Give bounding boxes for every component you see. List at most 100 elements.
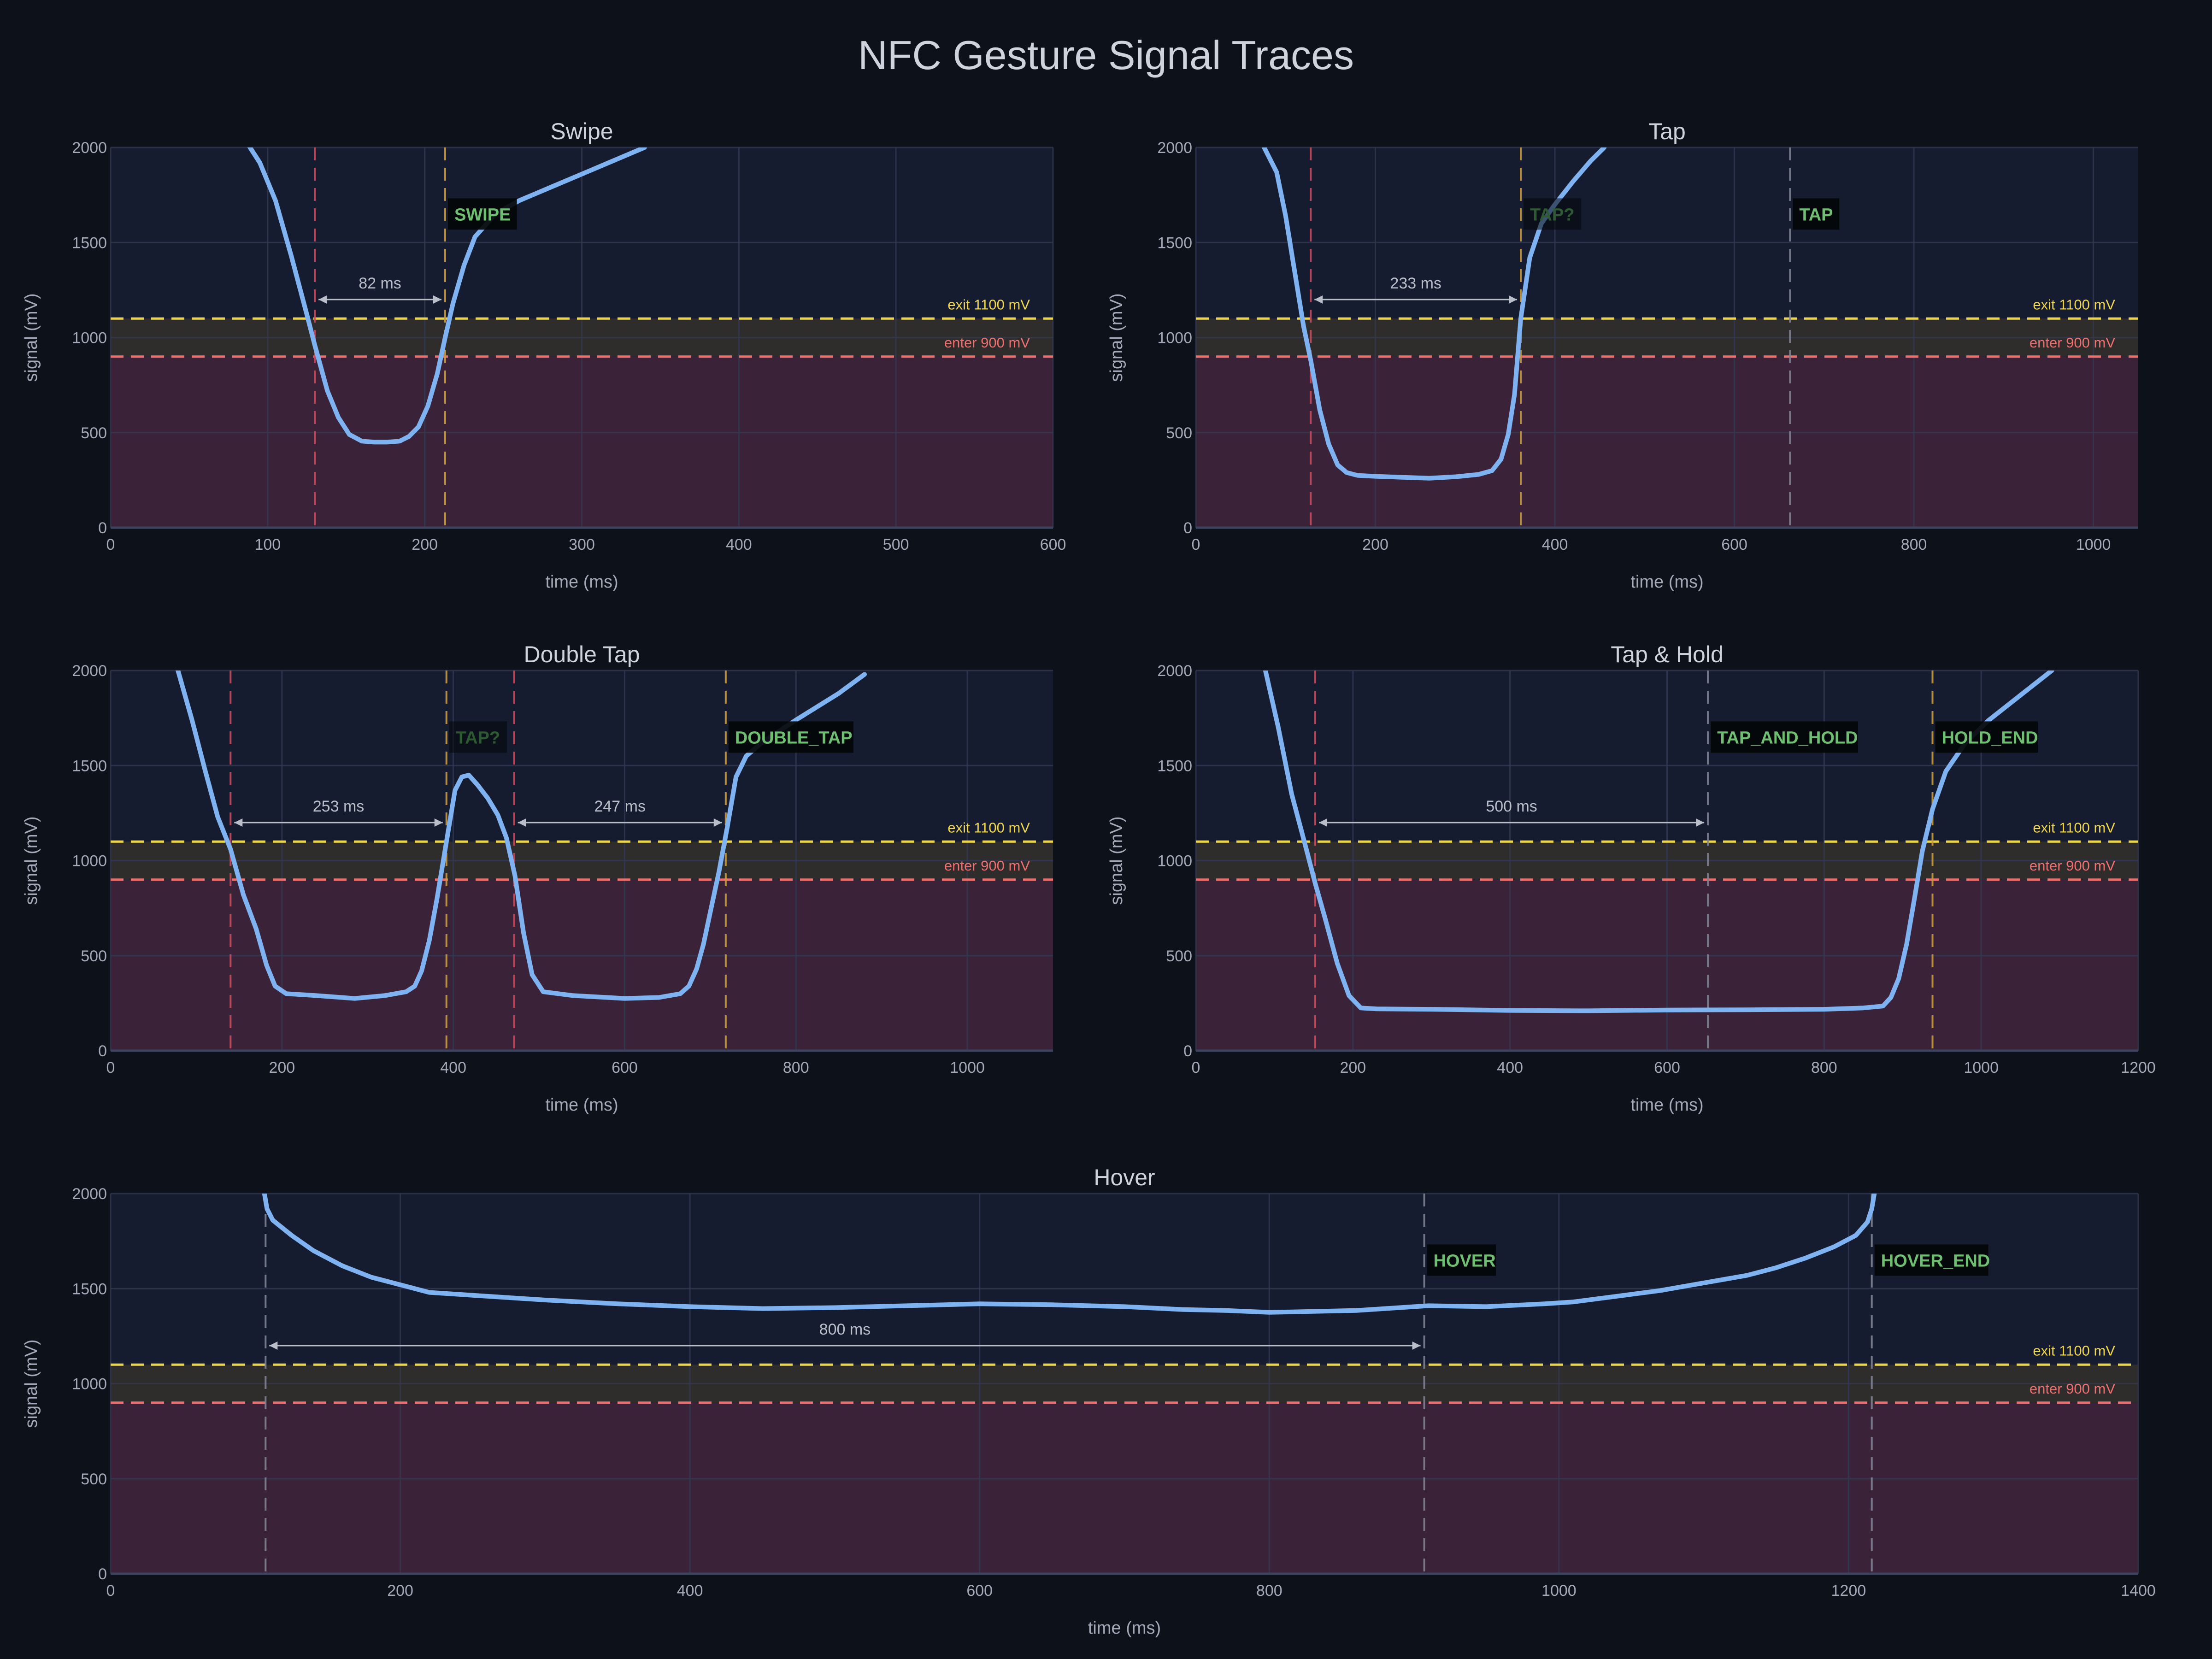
enter-threshold-label: enter 900 mV [2030, 1381, 2115, 1397]
y-tick-label: 0 [98, 1565, 107, 1583]
exit-threshold-label: exit 1100 mV [947, 819, 1030, 835]
below-enter-band [1196, 356, 2138, 528]
event-label: TAP_AND_HOLD [1717, 728, 1858, 747]
chart-panel-3: 0 200 400 600 800 1000 0 500 1000 1500 2000 time (m… [22, 641, 1053, 1115]
y-tick-label: 2000 [72, 662, 107, 680]
x-tick-label: 400 [677, 1582, 703, 1600]
x-tick-label: 200 [387, 1582, 413, 1600]
x-axis-label: time (ms) [545, 1095, 618, 1115]
x-tick-label: 0 [1192, 1059, 1200, 1077]
chart-title: Swipe [550, 118, 613, 144]
event-label-box [447, 198, 517, 230]
x-tick-label: 600 [612, 1059, 638, 1077]
below-enter-band [111, 1402, 2138, 1574]
x-tick-label: 600 [1040, 536, 1066, 553]
x-tick-label: 100 [254, 536, 281, 553]
signal-trace [262, 1194, 1877, 1315]
event-label-box [1711, 721, 1858, 753]
signal-trace [1263, 671, 2054, 1013]
x-axis-label: time (ms) [1630, 572, 1703, 592]
x-tick-label: 0 [106, 1059, 115, 1077]
y-tick-label: 500 [1166, 424, 1192, 442]
x-tick-label: 400 [440, 1059, 466, 1077]
y-axis-label: signal (mV) [22, 293, 41, 382]
exit-threshold-label: exit 1100 mV [2033, 1342, 2115, 1359]
chart-title: Double Tap [524, 641, 640, 667]
x-tick-label: 1200 [1831, 1582, 1866, 1600]
x-tick-label: 600 [1721, 536, 1747, 553]
y-tick-label: 1000 [72, 853, 107, 870]
y-tick-label: 500 [1166, 947, 1192, 965]
duration-label: 82 ms [359, 275, 401, 292]
duration-arrowhead [234, 818, 243, 827]
x-tick-label: 1000 [2076, 536, 2111, 553]
chart-panel-4: 0 200 400 600 800 1000 1200 0 500 1000 1500 2000 tim… [1107, 641, 2156, 1115]
chart-panel-2: 0 200 400 600 800 1000 0 500 1000 1500 2000 time (m… [1107, 118, 2138, 592]
event-label-box [1524, 198, 1582, 230]
x-tick-label: 800 [1901, 536, 1927, 553]
event-label-box [728, 721, 854, 753]
x-axis-label: time (ms) [1630, 1095, 1703, 1115]
x-tick-label: 1000 [950, 1059, 985, 1077]
y-tick-label: 0 [1183, 1042, 1192, 1060]
duration-arrowhead [1412, 1341, 1421, 1350]
event-label: TAP [1799, 205, 1833, 224]
event-label: DOUBLE_TAP [735, 728, 853, 747]
y-tick-label: 2000 [72, 1185, 107, 1203]
event-label: TAP? [1530, 205, 1574, 224]
duration-arrowhead [1696, 818, 1705, 827]
y-axis-label: signal (mV) [22, 816, 41, 905]
duration-arrowhead [713, 818, 722, 827]
x-tick-label: 1000 [1964, 1059, 1999, 1077]
x-axis-label: time (ms) [545, 572, 618, 592]
event-label-box [449, 721, 507, 753]
event-label-box [1793, 198, 1840, 230]
y-tick-label: 0 [1183, 519, 1192, 537]
x-tick-label: 1200 [2121, 1059, 2156, 1077]
y-tick-label: 1500 [1157, 234, 1192, 252]
y-tick-label: 1000 [72, 1376, 107, 1393]
x-tick-label: 800 [1256, 1582, 1282, 1600]
duration-arrowhead [433, 295, 441, 304]
y-tick-label: 0 [98, 1042, 107, 1060]
event-label: SWIPE [454, 205, 511, 224]
x-tick-label: 0 [106, 536, 115, 553]
enter-threshold-label: enter 900 mV [2030, 335, 2115, 351]
y-tick-label: 1500 [1157, 757, 1192, 775]
duration-arrowhead [1509, 295, 1518, 304]
duration-label: 253 ms [313, 798, 365, 815]
figure-title: NFC Gesture Signal Traces [858, 32, 1354, 78]
x-tick-label: 300 [569, 536, 595, 553]
y-tick-label: 1500 [72, 234, 107, 252]
x-tick-label: 0 [1192, 536, 1200, 553]
y-tick-label: 0 [98, 519, 107, 537]
x-axis-label: time (ms) [1088, 1618, 1161, 1638]
exit-threshold-label: exit 1100 mV [2033, 296, 2115, 312]
x-tick-label: 600 [1654, 1059, 1680, 1077]
duration-arrowhead [518, 818, 526, 827]
x-tick-label: 200 [1362, 536, 1388, 553]
y-tick-label: 2000 [1157, 662, 1192, 680]
x-tick-label: 200 [269, 1059, 295, 1077]
chart-panel-5: 0 200 400 600 800 1000 1200 1400 0 500 1000 1500 200… [22, 1165, 2156, 1638]
event-label: HOLD_END [1942, 728, 2038, 747]
chart-title: Hover [1094, 1165, 1155, 1190]
x-tick-label: 800 [1811, 1059, 1837, 1077]
event-label-box [1427, 1244, 1496, 1276]
chart-title: Tap & Hold [1611, 641, 1724, 667]
x-tick-label: 400 [1497, 1059, 1523, 1077]
below-enter-band [111, 879, 1053, 1051]
chart-panel-1: 0 100 200 300 400 500 600 0 500 1000 1500 2000 time … [22, 118, 1066, 592]
event-label: HOVER [1434, 1251, 1496, 1271]
event-label-box [1935, 721, 2038, 753]
y-tick-label: 1000 [1157, 853, 1192, 870]
x-tick-label: 0 [106, 1582, 115, 1600]
x-tick-label: 1400 [2121, 1582, 2156, 1600]
duration-label: 500 ms [1486, 798, 1537, 815]
y-tick-label: 500 [81, 424, 107, 442]
y-tick-label: 2000 [72, 139, 107, 157]
duration-label: 233 ms [1390, 275, 1441, 292]
x-tick-label: 1000 [1541, 1582, 1577, 1600]
chart-panels: 0 100 200 300 400 500 6000500100015002000time … [22, 118, 2156, 1638]
y-tick-label: 1500 [72, 757, 107, 775]
